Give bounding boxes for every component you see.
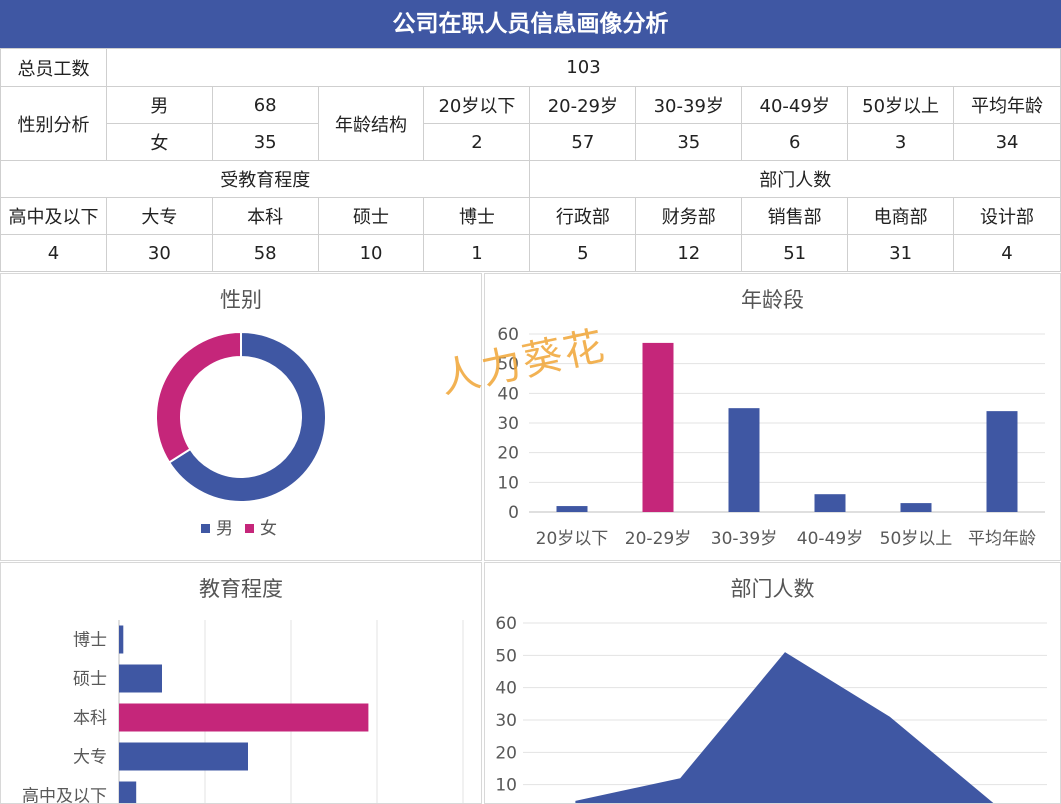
age-value-cell: 3 xyxy=(847,123,955,161)
y-tick-label: 大专 xyxy=(73,748,107,768)
y-tick-label: 10 xyxy=(497,473,519,493)
x-tick-label: 20-29岁 xyxy=(625,529,691,549)
department-area xyxy=(575,652,994,803)
age-header-cell: 平均年龄 xyxy=(953,86,1061,124)
male-label: 男 xyxy=(105,86,213,124)
gender-chart-title: 性别 xyxy=(220,288,262,312)
age-bar xyxy=(986,411,1018,512)
education-value-cell: 58 xyxy=(211,234,319,272)
department-area-chart: 10 20 30 40 50 60 xyxy=(495,614,1047,803)
legend-label-0: 男 xyxy=(216,519,233,539)
age-chart-title: 年龄段 xyxy=(741,288,804,312)
age-header-cell: 20岁以下 xyxy=(423,86,531,124)
department-section-label: 部门人数 xyxy=(529,160,1061,198)
y-tick-label: 20 xyxy=(495,743,517,763)
total-employees-value: 103 xyxy=(105,48,1061,87)
age-header-cell: 20-29岁 xyxy=(529,86,637,124)
education-header-cell: 硕士 xyxy=(317,197,425,235)
info-table: 总员工数 103 性别分析男 68 年龄结构 20岁以下 20-29岁 30-39岁 40-49… xyxy=(0,48,1061,272)
age-bar xyxy=(900,503,932,512)
education-bar xyxy=(119,664,162,693)
legend-swatch-0 xyxy=(201,524,210,533)
department-value-cell: 12 xyxy=(635,234,743,272)
x-tick-label: 平均年龄 xyxy=(968,529,1036,549)
age-bar xyxy=(728,408,760,512)
y-tick-label: 硕士 xyxy=(73,670,107,690)
education-value-cell: 30 xyxy=(105,234,213,272)
y-tick-label: 40 xyxy=(495,679,517,699)
department-chart-panel: 部门人数 10 20 30 40 50 60 xyxy=(484,562,1061,804)
y-tick-label: 30 xyxy=(495,711,517,731)
department-value-cell: 51 xyxy=(741,234,849,272)
department-header-cell: 行政部 xyxy=(529,197,637,235)
age-header-cell: 50岁以上 xyxy=(847,86,955,124)
legend-swatch-1 xyxy=(245,524,254,533)
gender-chart-panel: 性别 男女 xyxy=(0,273,482,561)
age-header-cell: 30-39岁 xyxy=(635,86,743,124)
male-value: 68 xyxy=(211,86,319,124)
age-value-cell: 6 xyxy=(741,123,849,161)
y-tick-label: 60 xyxy=(497,325,519,345)
education-header-cell: 本科 xyxy=(211,197,319,235)
x-tick-label: 30-39岁 xyxy=(711,529,777,549)
age-value-cell: 34 xyxy=(953,123,1061,161)
y-tick-label: 0 xyxy=(508,503,519,523)
age-chart-panel: 年龄段 0 10 20 30 40 50 60 20岁以下 20-29岁 30-39岁 40-49岁… xyxy=(484,273,1061,561)
education-bar xyxy=(119,742,248,771)
department-header-cell: 电商部 xyxy=(847,197,955,235)
age-structure-label: 年龄结构 xyxy=(317,86,425,161)
y-tick-label: 本科 xyxy=(73,709,107,729)
y-tick-label: 40 xyxy=(497,384,519,404)
x-tick-label: 40-49岁 xyxy=(797,529,863,549)
gender-donut-chart: 男女 xyxy=(155,330,327,539)
x-tick-label: 50岁以上 xyxy=(880,529,953,549)
age-header-cell: 40-49岁 xyxy=(741,86,849,124)
education-bar xyxy=(119,781,137,803)
department-value-cell: 4 xyxy=(953,234,1061,272)
y-tick-label: 50 xyxy=(495,646,517,666)
age-value-cell: 2 xyxy=(423,123,531,161)
department-header-cell: 销售部 xyxy=(741,197,849,235)
age-bar xyxy=(814,494,846,512)
y-tick-label: 20 xyxy=(497,444,519,464)
age-bar xyxy=(556,506,588,512)
education-bar xyxy=(119,625,124,654)
department-chart-title: 部门人数 xyxy=(730,577,815,601)
y-tick-label: 60 xyxy=(495,614,517,634)
age-value-cell: 35 xyxy=(635,123,743,161)
female-value: 35 xyxy=(211,123,319,161)
y-tick-label: 高中及以下 xyxy=(22,787,107,804)
department-header-cell: 财务部 xyxy=(635,197,743,235)
age-bar xyxy=(642,342,674,512)
y-tick-label: 10 xyxy=(495,776,517,796)
y-tick-label: 博士 xyxy=(73,631,107,651)
education-chart-panel: 教育程度 博士硕士本科大专高中及以下 xyxy=(0,562,482,804)
page-title: 公司在职人员信息画像分析 xyxy=(0,0,1061,48)
age-bar-chart: 0 10 20 30 40 50 60 20岁以下 20-29岁 30-39岁 40-49岁 50岁以… xyxy=(497,325,1045,549)
education-chart-title: 教育程度 xyxy=(199,577,283,601)
education-value-cell: 1 xyxy=(423,234,531,272)
education-bar xyxy=(119,703,369,732)
x-tick-label: 20岁以下 xyxy=(536,529,609,549)
donut-slice-0 xyxy=(167,330,327,503)
education-header-cell: 高中及以下 xyxy=(0,197,107,235)
total-employees-label: 总员工数 xyxy=(0,48,107,87)
department-header-cell: 设计部 xyxy=(953,197,1061,235)
education-header-cell: 博士 xyxy=(423,197,531,235)
gender-analysis-label: 性别分析 xyxy=(0,86,107,161)
education-header-cell: 大专 xyxy=(105,197,213,235)
donut-slice-1 xyxy=(155,330,242,464)
department-value-cell: 5 xyxy=(529,234,637,272)
age-value-cell: 57 xyxy=(529,123,637,161)
female-label: 女 xyxy=(105,123,213,161)
education-section-label: 受教育程度 xyxy=(0,160,531,198)
legend-label-1: 女 xyxy=(260,519,277,539)
department-value-cell: 31 xyxy=(847,234,955,272)
y-tick-label: 50 xyxy=(497,355,519,375)
education-value-cell: 4 xyxy=(0,234,107,272)
y-tick-label: 30 xyxy=(497,414,519,434)
education-value-cell: 10 xyxy=(317,234,425,272)
